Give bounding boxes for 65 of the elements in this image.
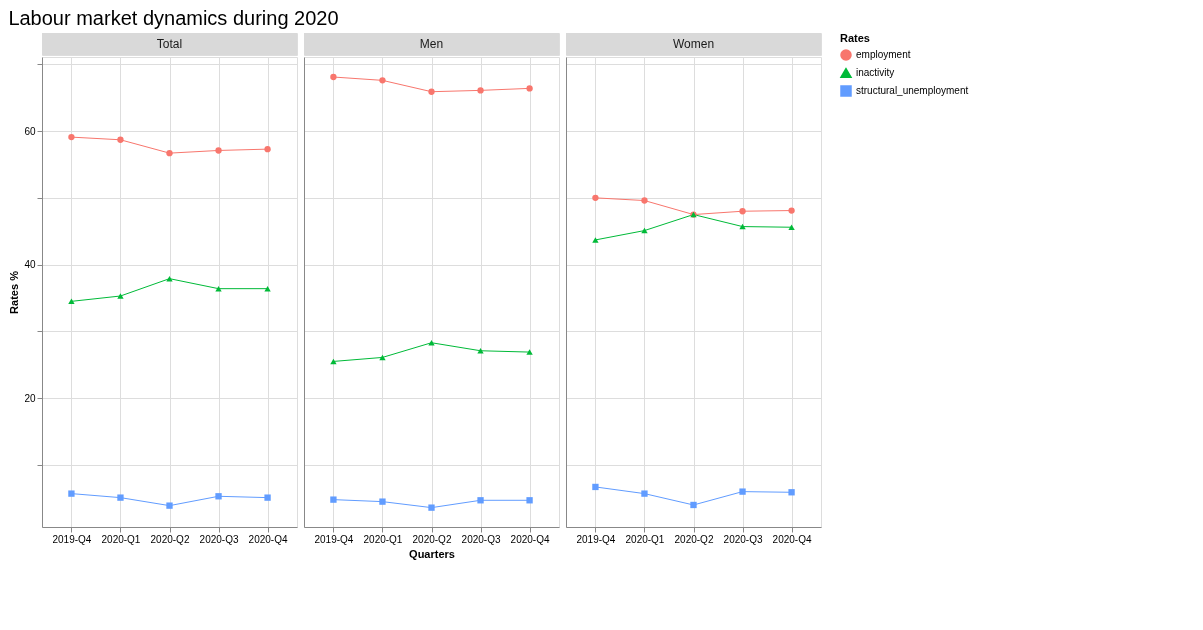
point (428, 88, 435, 95)
x-tick-label: 2020-Q3 (461, 533, 501, 545)
x-tick-label: 2019-Q4 (52, 533, 92, 545)
legend-label: inactivity (856, 67, 895, 78)
x-tick-label: 2020-Q2 (674, 533, 714, 545)
x-tick-label: 2020-Q4 (510, 533, 550, 545)
point (788, 224, 795, 230)
x-tick-label: 2020-Q2 (412, 533, 452, 545)
point (264, 494, 271, 501)
point (477, 87, 484, 94)
point (379, 498, 386, 505)
point (739, 208, 746, 215)
x-tick-label: 2020-Q1 (363, 533, 403, 545)
x-tick-label: 2019-Q4 (576, 533, 616, 545)
x-tick-label: 2020-Q3 (723, 533, 763, 545)
x-axis-title: Quarters (409, 547, 455, 560)
x-tick-label: 2020-Q2 (150, 533, 190, 545)
x-tick-label: 2020-Q3 (199, 533, 239, 545)
point (526, 85, 533, 92)
point (117, 293, 124, 299)
x-tick-label: 2020-Q4 (772, 533, 812, 545)
point (215, 493, 222, 500)
point (68, 133, 75, 141)
point (330, 496, 337, 503)
point (739, 488, 746, 495)
point (641, 197, 648, 204)
point (379, 77, 386, 84)
chart-subtitle: Men (419, 37, 444, 51)
point (117, 494, 124, 501)
y-tick-label: 20 (24, 392, 36, 404)
point (526, 497, 533, 504)
point (68, 298, 75, 305)
legend-label: structural_unemployment (856, 85, 969, 96)
point (215, 147, 222, 154)
point (788, 207, 795, 214)
point (641, 227, 648, 234)
point (690, 501, 697, 509)
point (428, 504, 435, 511)
x-tick-label: 2019-Q4 (314, 533, 354, 545)
legend-title: Rates (840, 32, 870, 44)
point (166, 502, 173, 509)
chart-subtitle: Women (672, 37, 715, 51)
x-tick-label: 2020-Q1 (625, 533, 665, 545)
point (330, 358, 337, 365)
point (641, 490, 648, 497)
point (117, 136, 124, 143)
chart-subtitle: Total (156, 37, 183, 51)
point (264, 145, 271, 153)
point (330, 73, 337, 81)
y-axis-title: Rates % (8, 270, 21, 314)
y-tick-label: 60 (24, 125, 36, 137)
point (592, 483, 599, 491)
point (788, 489, 795, 496)
point (379, 354, 386, 361)
point (592, 237, 599, 243)
chart-title: Labour market dynamics during 2020 (8, 6, 339, 29)
point (68, 490, 75, 497)
x-tick-label: 2020-Q4 (248, 533, 288, 545)
x-tick-label: 2020-Q1 (101, 533, 141, 545)
point (592, 194, 599, 202)
point (477, 497, 484, 504)
point (166, 149, 173, 157)
legend-label: employment (856, 49, 911, 60)
y-tick-label: 40 (24, 259, 36, 271)
point (526, 349, 533, 355)
